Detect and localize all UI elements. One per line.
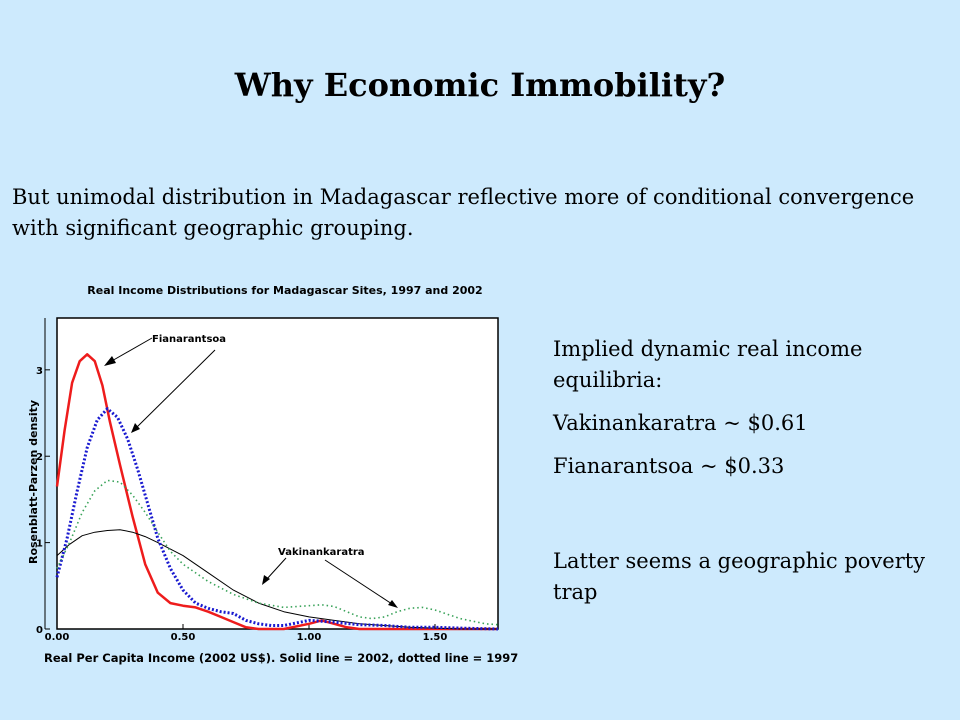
equilibrium-fianarantsoa: Fianarantsoa ~ $0.33	[553, 454, 785, 478]
x-tick-label: 1.50	[423, 632, 448, 643]
side-notes: Implied dynamic real income equilibria: …	[553, 334, 953, 608]
y-tick-label: 0	[36, 625, 43, 636]
x-tick-label: 0.00	[45, 632, 70, 643]
slide-body-text: But unimodal distribution in Madagascar …	[12, 185, 915, 240]
series-line-fia1997	[55, 407, 499, 631]
series-line-vak1997	[56, 479, 499, 626]
y-tick-label: 1	[36, 539, 43, 550]
annotation-arrow-vak-2002	[265, 557, 287, 581]
annotation-arrow-fia-2002	[109, 337, 153, 363]
plot-area	[56, 317, 499, 630]
x-tick-label: 0.50	[171, 632, 196, 643]
slide-title: Why Economic Immobility?	[234, 66, 726, 104]
annotation-vakinankaratra: Vakinankaratra	[278, 547, 365, 558]
x-tick-label: 1.00	[297, 632, 322, 643]
x-axis-label: Real Per Capita Income (2002 US$). Solid…	[44, 651, 518, 665]
arrowhead-icon	[131, 423, 140, 433]
annotation-arrow-vak-1997	[324, 559, 393, 605]
arrowhead-icon	[262, 575, 270, 585]
annotation-fianarantsoa: Fianarantsoa	[152, 334, 226, 345]
annotation-arrow-fia-1997	[135, 349, 216, 429]
arrowhead-icon	[388, 600, 398, 608]
equilibrium-vakinankaratra: Vakinankaratra ~ $0.61	[553, 411, 808, 435]
poverty-trap-note: Latter seems a geographic poverty trap	[553, 549, 926, 604]
series-line-fia2002	[55, 353, 498, 631]
y-axis-label: Rosenblatt-Parzen density	[27, 400, 40, 564]
y-tick-label: 2	[36, 452, 43, 463]
chart-title: Real Income Distributions for Madagascar…	[87, 284, 482, 297]
equilibria-heading: Implied dynamic real income equilibria:	[553, 337, 863, 392]
arrowhead-icon	[104, 356, 116, 366]
y-tick-label: 3	[36, 366, 43, 377]
